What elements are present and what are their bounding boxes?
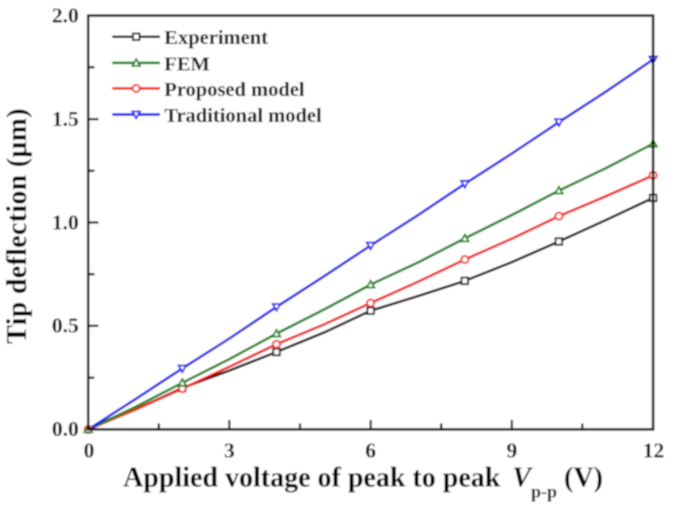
svg-text:2.0: 2.0	[52, 3, 79, 27]
svg-text:Tip deflection (μm): Tip deflection (μm)	[2, 108, 33, 344]
svg-text:0.5: 0.5	[52, 314, 79, 338]
svg-text:3: 3	[224, 439, 235, 463]
svg-text:9: 9	[507, 439, 518, 463]
svg-text:0: 0	[84, 439, 95, 463]
svg-text:Traditional model: Traditional model	[164, 105, 322, 127]
svg-text:1.0: 1.0	[52, 210, 79, 234]
svg-text:Experiment: Experiment	[164, 27, 268, 49]
svg-text:12: 12	[643, 439, 665, 463]
svg-text:6: 6	[365, 439, 376, 463]
svg-text:FEM: FEM	[164, 53, 210, 75]
svg-text:0.0: 0.0	[52, 417, 79, 441]
svg-text:Proposed model: Proposed model	[164, 79, 305, 101]
svg-text:1.5: 1.5	[52, 107, 79, 131]
